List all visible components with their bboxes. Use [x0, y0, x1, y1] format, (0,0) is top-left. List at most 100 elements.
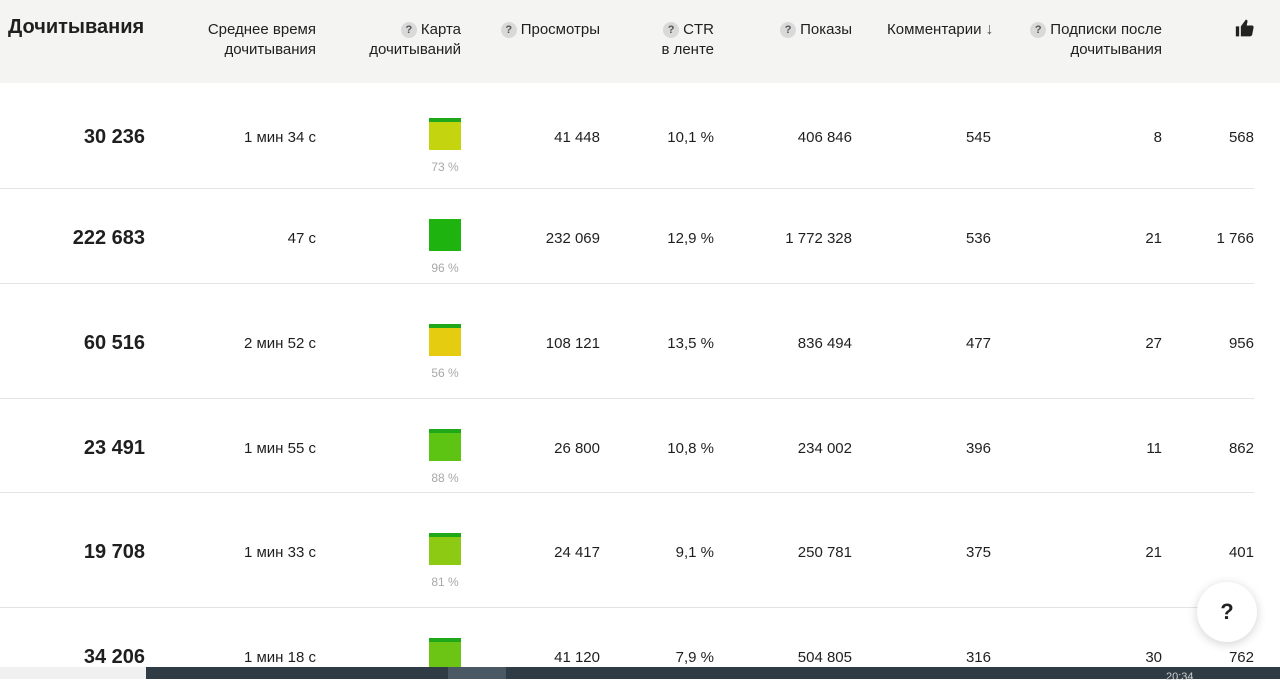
table-row[interactable]: 222 683 47 с 96 % 232 069 12,9 % 1 772 3… [0, 189, 1254, 284]
heatmap-cell[interactable] [429, 533, 461, 565]
heatmap-cell[interactable] [429, 324, 461, 356]
likes-value: 862 [1228, 440, 1254, 457]
views-value: 24 417 [554, 544, 600, 561]
help-icon[interactable]: ? [1030, 22, 1047, 38]
heatmap-percent: 96 % [431, 261, 459, 275]
column-header-subscriptions[interactable]: ? Подписки после дочитывания [1030, 20, 1162, 60]
column-header-reads[interactable]: Дочитывания [8, 16, 145, 38]
heatmap-percent: 88 % [431, 471, 459, 485]
impressions-value: 836 494 [797, 335, 852, 352]
taskbar-clock: 20:34 [1166, 671, 1194, 683]
subscriptions-value: 8 [1153, 129, 1162, 146]
reads-value: 222 683 [72, 227, 145, 249]
column-header-views[interactable]: ? Просмотры [500, 20, 600, 40]
ctr-value: 10,8 % [667, 440, 714, 457]
table-row[interactable]: 60 516 2 мин 52 с 56 % 108 121 13,5 % 83… [0, 284, 1254, 399]
header-label-line: Среднее время [207, 21, 316, 38]
reads-value: 34 206 [83, 646, 145, 668]
subscriptions-value: 11 [1146, 440, 1162, 457]
reads-value: 60 516 [83, 332, 145, 354]
heatmap-top-stripe [429, 324, 461, 328]
column-header-comments[interactable]: Комментарии ↓ [887, 20, 993, 40]
header-label: Комментарии [887, 21, 982, 38]
likes-value: 568 [1228, 129, 1254, 146]
heatmap-cell[interactable] [429, 638, 461, 670]
help-button[interactable]: ? [1197, 582, 1257, 642]
ctr-value: 7,9 % [675, 649, 714, 666]
heatmap-cell[interactable] [429, 429, 461, 461]
heatmap-percent: 56 % [431, 366, 459, 380]
impressions-value: 504 805 [797, 649, 852, 666]
header-label-line: дочитывания [224, 41, 316, 58]
comments-value: 545 [965, 129, 991, 146]
ctr-value: 13,5 % [667, 335, 714, 352]
likes-value: 762 [1228, 649, 1254, 666]
avg-time-value: 1 мин 55 с [243, 440, 316, 457]
avg-time-value: 1 мин 18 с [243, 649, 316, 666]
heatmap-top-stripe [429, 638, 461, 642]
table-row[interactable]: 34 206 1 мин 18 с 41 120 7,9 % 504 805 3… [0, 608, 1254, 679]
views-value: 232 069 [545, 230, 600, 247]
column-header-impressions[interactable]: ? Показы [780, 20, 852, 40]
header-label: Просмотры [520, 21, 600, 38]
column-header-avg-time[interactable]: Среднее время дочитывания [208, 20, 316, 60]
subscriptions-value: 27 [1145, 335, 1162, 352]
comments-value: 316 [965, 649, 991, 666]
comments-value: 536 [965, 230, 991, 247]
help-icon[interactable]: ? [663, 22, 680, 38]
views-value: 108 121 [545, 335, 600, 352]
avg-time-value: 1 мин 34 с [243, 129, 316, 146]
views-value: 26 800 [554, 440, 600, 457]
avg-time-value: 47 с [287, 230, 316, 247]
likes-value: 401 [1228, 544, 1254, 561]
impressions-value: 234 002 [797, 440, 852, 457]
table-row[interactable]: 23 491 1 мин 55 с 88 % 26 800 10,8 % 234… [0, 399, 1254, 493]
heatmap-percent: 81 % [431, 575, 459, 589]
impressions-value: 250 781 [797, 544, 852, 561]
table-row[interactable]: 30 236 1 мин 34 с 73 % 41 448 10,1 % 406… [0, 83, 1254, 189]
help-icon[interactable]: ? [780, 22, 797, 38]
avg-time-value: 1 мин 33 с [243, 544, 316, 561]
horizontal-scroll-track[interactable] [0, 667, 146, 679]
header-label-line: в ленте [661, 41, 714, 58]
help-icon[interactable]: ? [500, 22, 517, 38]
reads-value: 30 236 [83, 126, 145, 148]
subscriptions-value: 21 [1145, 230, 1162, 247]
header-label-line: дочитываний [369, 41, 461, 58]
avg-time-value: 2 мин 52 с [243, 335, 316, 352]
taskbar-active-item[interactable] [448, 667, 506, 679]
impressions-value: 1 772 328 [785, 230, 852, 247]
comments-value: 477 [965, 335, 991, 352]
impressions-value: 406 846 [797, 129, 852, 146]
sort-down-icon[interactable]: ↓ [985, 21, 994, 38]
ctr-value: 10,1 % [667, 129, 714, 146]
heatmap-cell[interactable] [429, 219, 461, 251]
heatmap-top-stripe [429, 429, 461, 433]
header-label: Показы [800, 21, 852, 38]
table-row[interactable]: 19 708 1 мин 33 с 81 % 24 417 9,1 % 250 … [0, 493, 1254, 608]
header-label-line: Карта [420, 21, 461, 38]
header-label-line: CTR [683, 21, 714, 38]
heatmap-top-stripe [429, 533, 461, 537]
comments-value: 375 [965, 544, 991, 561]
ctr-value: 12,9 % [667, 230, 714, 247]
heatmap-top-stripe [429, 118, 461, 122]
views-value: 41 120 [554, 649, 600, 666]
help-icon[interactable]: ? [400, 22, 417, 38]
comments-value: 396 [965, 440, 991, 457]
column-header-ctr[interactable]: ? CTR в ленте [661, 20, 714, 60]
reads-value: 23 491 [83, 437, 145, 459]
heatmap-percent: 73 % [431, 160, 459, 174]
reads-value: 19 708 [83, 541, 145, 563]
subscriptions-value: 21 [1145, 544, 1162, 561]
heatmap-cell[interactable] [429, 118, 461, 150]
likes-value: 1 766 [1216, 230, 1254, 247]
likes-value: 956 [1228, 335, 1254, 352]
taskbar [146, 667, 1280, 679]
header-label-line: дочитывания [1070, 41, 1162, 58]
views-value: 41 448 [554, 129, 600, 146]
ctr-value: 9,1 % [675, 544, 714, 561]
header-label-line: Подписки после [1050, 21, 1162, 38]
column-header-heatmap[interactable]: ? Карта дочитываний [369, 20, 461, 60]
thumbs-up-icon[interactable] [1235, 18, 1255, 38]
